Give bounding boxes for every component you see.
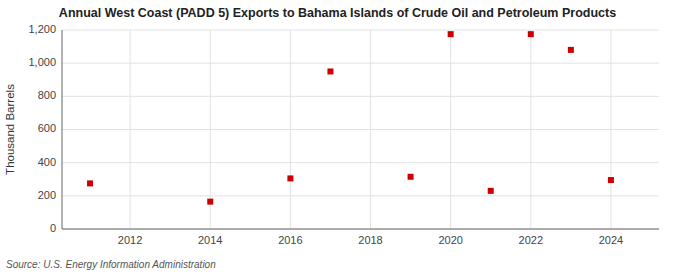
x-grid-line — [530, 30, 531, 229]
x-grid-line — [610, 30, 611, 229]
x-tick-label: 2012 — [118, 234, 142, 246]
y-tick-label: 600 — [38, 122, 56, 134]
y-grid-line — [62, 129, 659, 130]
x-grid-line — [290, 30, 291, 229]
source-note: Source: U.S. Energy Information Administ… — [6, 259, 216, 270]
grid — [62, 30, 659, 229]
x-tick-label: 2018 — [358, 234, 382, 246]
point — [287, 175, 293, 181]
x-tick-label: 2016 — [278, 234, 302, 246]
x-tick-label: 2022 — [519, 234, 543, 246]
y-tick-label: 0 — [50, 222, 56, 234]
point — [327, 68, 333, 74]
x-axis-line — [62, 229, 659, 230]
point — [448, 31, 454, 37]
point — [568, 47, 574, 53]
x-tick-label: 2024 — [599, 234, 623, 246]
y-grid-line — [62, 229, 659, 230]
y-tick-label: 200 — [38, 189, 56, 201]
point — [488, 188, 494, 194]
x-tick-label: 2020 — [438, 234, 462, 246]
point — [87, 180, 93, 186]
y-tick-label: 800 — [38, 89, 56, 101]
point — [207, 199, 213, 205]
y-grid-line — [62, 63, 659, 64]
x-grid-line — [450, 30, 451, 229]
chart: 0 200 400 600 800 1,000 1,200 2012 2014 2016 2018 2… — [0, 0, 675, 275]
point — [528, 31, 534, 37]
y-grid-line — [62, 96, 659, 97]
title: Annual West Coast (PADD 5) Exports to Ba… — [59, 6, 616, 20]
point — [408, 174, 414, 180]
point — [608, 177, 614, 183]
y-axis-line — [62, 30, 63, 229]
y-grid-line — [62, 30, 659, 31]
y-grid-line — [62, 162, 659, 163]
axes: 0 200 400 600 800 1,000 1,200 2012 2014 2016 2018 2… — [28, 23, 659, 246]
y-axis-label: Thousand Barrels — [4, 84, 16, 175]
x-grid-line — [370, 30, 371, 229]
y-tick-label: 1,000 — [28, 56, 56, 68]
x-tick-label: 2014 — [198, 234, 222, 246]
y-grid-line — [62, 195, 659, 196]
x-grid-line — [130, 30, 131, 229]
y-tick-label: 400 — [38, 156, 56, 168]
points — [87, 31, 614, 204]
y-tick-label: 1,200 — [28, 23, 56, 35]
